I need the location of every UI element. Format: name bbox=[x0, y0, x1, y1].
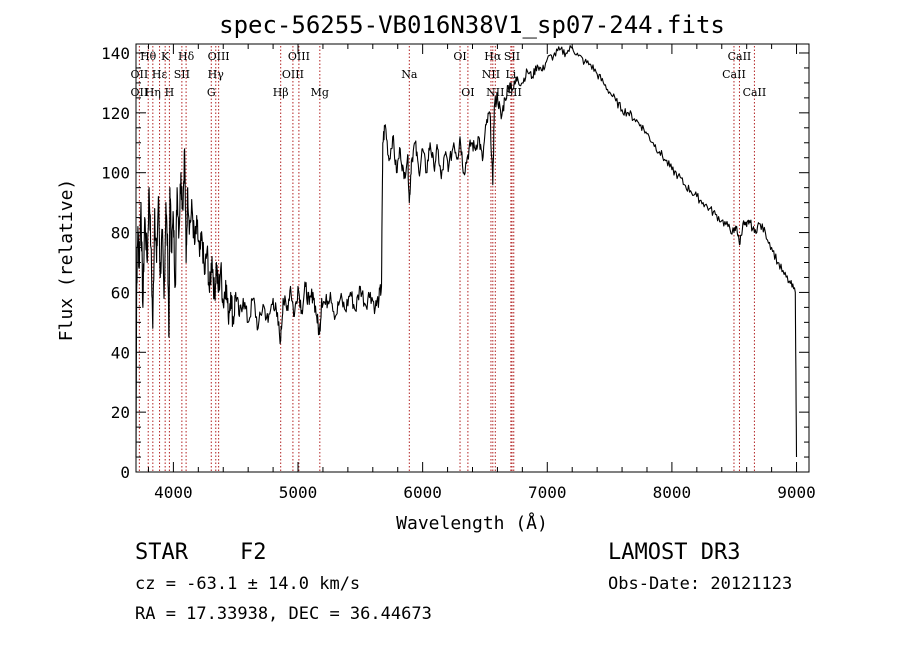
y-tick-label: 60 bbox=[111, 283, 130, 302]
marker-label: CaII bbox=[728, 50, 752, 63]
marker-label: K bbox=[161, 50, 170, 63]
x-tick-label: 6000 bbox=[403, 483, 442, 502]
line-markers bbox=[138, 46, 755, 472]
spectrum-chart: spec-56255-VB016N38V1_sp07-244.fits 4000… bbox=[56, 11, 816, 534]
plot-frame bbox=[135, 43, 810, 473]
marker-label: OI bbox=[453, 50, 466, 63]
marker-label: Hδ bbox=[178, 50, 195, 63]
x-tick-label: 5000 bbox=[279, 483, 318, 502]
marker-label: Hη bbox=[145, 86, 161, 99]
marker-label: OIII bbox=[288, 50, 310, 63]
object-class: STAR bbox=[135, 540, 188, 565]
marker-label: Mg bbox=[311, 86, 329, 99]
x-tick-label: 8000 bbox=[653, 483, 692, 502]
marker-label: CaII bbox=[722, 68, 746, 81]
y-tick-label: 140 bbox=[101, 44, 130, 63]
marker-label: G bbox=[207, 86, 216, 99]
x-tick-label: 7000 bbox=[528, 483, 567, 502]
marker-label: SII bbox=[174, 68, 190, 81]
axis-ticks bbox=[136, 44, 809, 473]
survey-name: LAMOST DR3 bbox=[608, 540, 741, 565]
marker-label: Hγ bbox=[208, 68, 225, 81]
y-tick-label: 80 bbox=[111, 224, 130, 243]
x-tick-label: 4000 bbox=[154, 483, 193, 502]
marker-label: OIII bbox=[208, 50, 230, 63]
marker-label: Hα bbox=[484, 50, 502, 63]
y-axis-label: Flux (relative) bbox=[56, 179, 77, 342]
axis-tick-labels: 4000 5000 6000 7000 8000 9000 0 20 40 60 80 100 120 1… bbox=[101, 44, 816, 502]
marker-label: Na bbox=[401, 68, 418, 81]
y-tick-label: 120 bbox=[101, 104, 130, 123]
marker-label: OII bbox=[131, 86, 149, 99]
marker-label: OI bbox=[461, 86, 474, 99]
marker-label: Hθ bbox=[140, 50, 157, 63]
coordinates-readout: RA = 17.33938, DEC = 36.44673 bbox=[135, 604, 432, 624]
velocity-readout: cz = -63.1 ± 14.0 km/s bbox=[135, 574, 361, 594]
marker-label: NII bbox=[486, 86, 504, 99]
spectrum-series-line bbox=[135, 45, 798, 458]
marker-label: Li bbox=[505, 68, 516, 81]
obs-date: Obs-Date: 20121123 bbox=[608, 574, 793, 594]
y-tick-label: 20 bbox=[111, 403, 130, 422]
chart-title: spec-56255-VB016N38V1_sp07-244.fits bbox=[219, 11, 725, 39]
marker-label: H bbox=[165, 86, 175, 99]
marker-label: CaII bbox=[743, 86, 767, 99]
y-tick-label: 40 bbox=[111, 343, 130, 362]
object-subclass: F2 bbox=[240, 540, 267, 565]
y-tick-label: 0 bbox=[120, 463, 130, 482]
x-axis-label: Wavelength (Å) bbox=[396, 512, 548, 534]
marker-label: NII bbox=[482, 68, 500, 81]
marker-label: Hβ bbox=[273, 86, 289, 99]
x-tick-label: 9000 bbox=[777, 483, 816, 502]
marker-label: OIII bbox=[282, 68, 304, 81]
marker-label: SII bbox=[506, 86, 522, 99]
marker-label: Hε bbox=[152, 68, 168, 81]
marker-label: OII bbox=[131, 68, 149, 81]
y-tick-label: 100 bbox=[101, 164, 130, 183]
marker-label: SII bbox=[504, 50, 520, 63]
